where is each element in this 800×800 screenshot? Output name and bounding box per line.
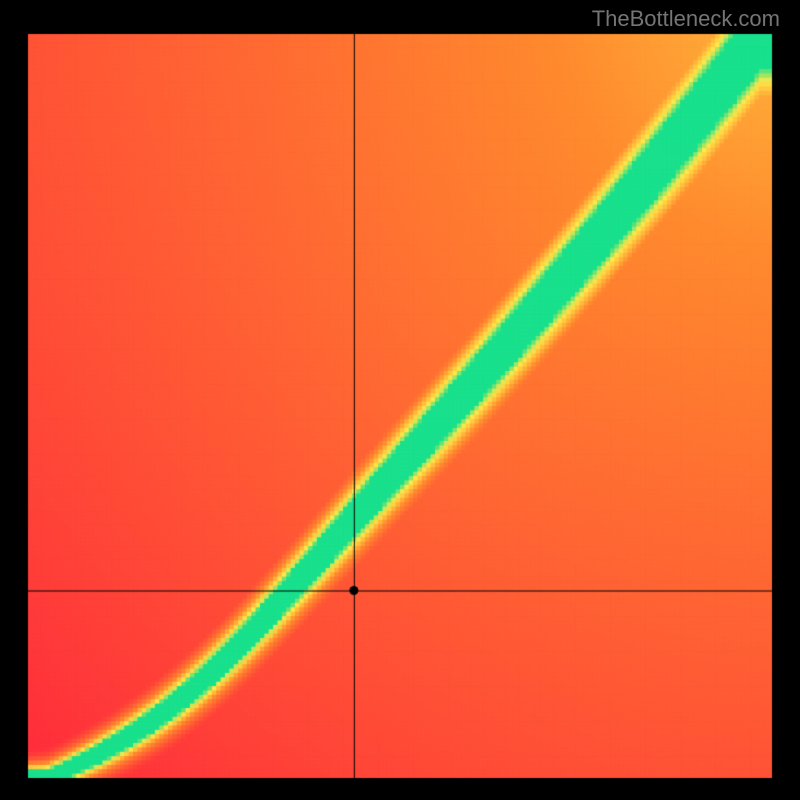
chart-container: TheBottleneck.com <box>0 0 800 800</box>
bottleneck-heatmap <box>0 0 800 800</box>
watermark-text: TheBottleneck.com <box>592 6 780 32</box>
